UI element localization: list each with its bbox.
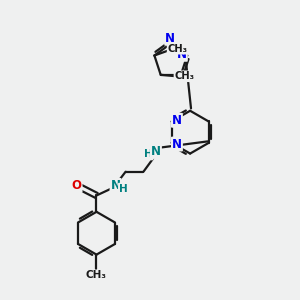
Text: CH₃: CH₃ [86,270,107,280]
Text: N: N [172,138,182,151]
Text: CH₃: CH₃ [168,44,188,54]
Text: N: N [151,145,161,158]
Text: O: O [72,179,82,192]
Text: CH₃: CH₃ [175,71,194,81]
Text: H: H [144,149,153,160]
Text: N: N [172,114,182,127]
Text: H: H [119,184,128,194]
Text: N: N [177,48,187,61]
Text: N: N [165,32,175,45]
Text: N: N [110,179,121,192]
